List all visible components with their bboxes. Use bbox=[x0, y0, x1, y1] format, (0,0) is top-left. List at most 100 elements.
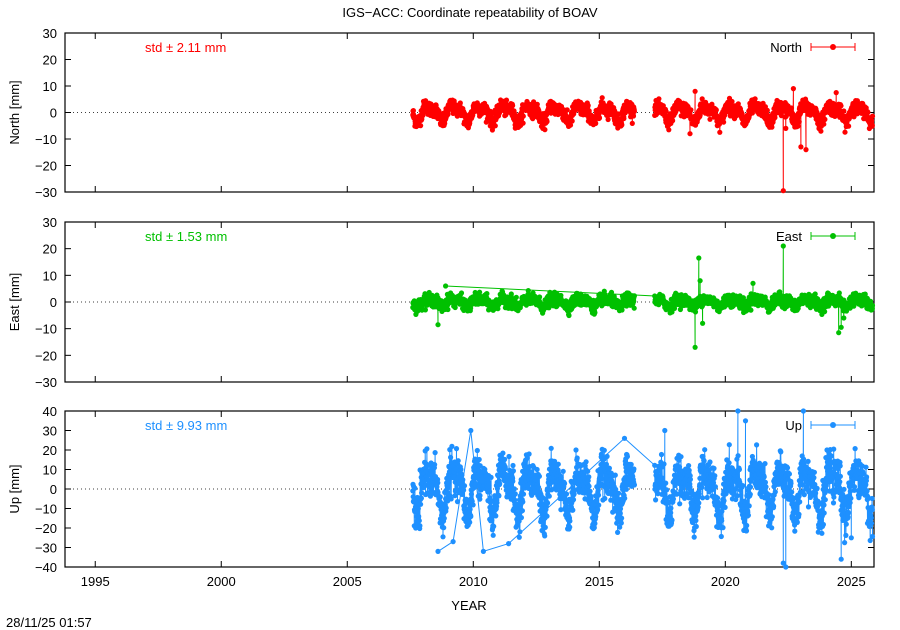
data-point bbox=[729, 98, 735, 105]
data-point bbox=[692, 88, 698, 94]
data-point bbox=[542, 524, 548, 531]
y-tick-label: −40 bbox=[35, 560, 57, 575]
data-point bbox=[435, 480, 441, 486]
data-point bbox=[412, 485, 418, 491]
data-point bbox=[836, 330, 842, 336]
data-point bbox=[670, 118, 676, 124]
data-point bbox=[488, 474, 494, 480]
data-point bbox=[468, 491, 474, 497]
y-tick-label: 40 bbox=[43, 404, 57, 419]
data-point bbox=[769, 124, 775, 130]
data-point bbox=[536, 473, 543, 479]
data-point bbox=[518, 515, 525, 521]
data-point bbox=[437, 494, 443, 500]
data-point bbox=[790, 86, 797, 92]
data-point bbox=[764, 107, 770, 113]
data-point bbox=[696, 255, 702, 261]
y-tick-label: −20 bbox=[35, 159, 57, 174]
y-tick-label: −20 bbox=[35, 348, 57, 363]
data-point bbox=[468, 513, 474, 520]
y-tick-label: 10 bbox=[43, 463, 57, 478]
data-point bbox=[418, 123, 424, 129]
data-point bbox=[500, 450, 506, 456]
y-tick-label: −10 bbox=[35, 502, 57, 517]
data-point bbox=[506, 453, 512, 460]
data-point bbox=[780, 188, 786, 194]
data-point bbox=[517, 529, 523, 535]
data-point bbox=[520, 499, 526, 505]
data-point bbox=[420, 112, 426, 118]
data-point bbox=[838, 103, 844, 109]
y-tick-label: 20 bbox=[43, 443, 57, 458]
data-point bbox=[452, 493, 458, 499]
data-point bbox=[520, 491, 527, 497]
y-tick-label: 0 bbox=[50, 295, 57, 310]
data-point bbox=[513, 294, 519, 300]
x-tick-label: 2010 bbox=[459, 574, 488, 589]
data-point bbox=[599, 95, 605, 101]
data-point bbox=[458, 290, 465, 296]
data-point bbox=[512, 491, 518, 497]
legend-marker bbox=[830, 44, 836, 50]
data-point bbox=[605, 116, 611, 123]
data-point bbox=[526, 451, 532, 457]
data-point bbox=[486, 482, 492, 489]
std-label: std ± 2.11 mm bbox=[145, 40, 226, 55]
data-point bbox=[496, 493, 502, 499]
y-axis-label: Up [mm] bbox=[7, 464, 22, 513]
data-point bbox=[841, 315, 847, 321]
data-point bbox=[821, 121, 827, 127]
x-tick-label: 2005 bbox=[333, 574, 362, 589]
data-point bbox=[803, 147, 809, 153]
data-point bbox=[663, 108, 669, 114]
data-point bbox=[493, 513, 499, 519]
data-point bbox=[519, 508, 526, 514]
data-point bbox=[666, 127, 672, 133]
y-tick-label: 10 bbox=[43, 268, 57, 283]
data-point bbox=[700, 320, 706, 326]
data-point bbox=[631, 108, 638, 114]
legend-label: North bbox=[770, 40, 802, 55]
data-point bbox=[453, 446, 460, 452]
legend-label: East bbox=[776, 229, 802, 244]
data-point bbox=[477, 492, 483, 499]
data-point bbox=[869, 302, 876, 309]
y-tick-label: 30 bbox=[43, 215, 57, 230]
data-point bbox=[510, 462, 516, 469]
data-point bbox=[448, 454, 454, 460]
y-tick-label: −30 bbox=[35, 541, 57, 556]
data-point bbox=[569, 118, 575, 124]
data-point bbox=[542, 533, 548, 539]
data-point bbox=[516, 534, 522, 540]
data-point bbox=[484, 291, 490, 297]
data-point bbox=[818, 128, 824, 134]
data-point bbox=[432, 450, 438, 456]
legend-marker bbox=[830, 233, 836, 239]
data-point bbox=[842, 129, 848, 135]
data-point bbox=[631, 293, 638, 299]
data-point bbox=[460, 477, 466, 483]
data-point bbox=[452, 304, 458, 311]
data-point bbox=[537, 294, 543, 300]
data-point bbox=[503, 97, 510, 103]
data-point bbox=[822, 116, 828, 122]
data-point bbox=[788, 105, 795, 111]
data-point bbox=[492, 123, 498, 129]
data-point bbox=[619, 122, 625, 128]
data-point bbox=[593, 120, 599, 126]
y-tick-label: −10 bbox=[35, 132, 57, 147]
data-point bbox=[497, 481, 503, 487]
data-point bbox=[459, 472, 465, 478]
data-point bbox=[416, 513, 422, 519]
data-point bbox=[467, 506, 473, 512]
data-point bbox=[416, 518, 422, 524]
data-point bbox=[441, 525, 447, 531]
data-point bbox=[509, 103, 516, 109]
y-tick-label: 0 bbox=[50, 482, 57, 497]
data-point bbox=[748, 307, 754, 313]
data-point bbox=[476, 456, 482, 463]
y-tick-label: −10 bbox=[35, 322, 57, 337]
data-point bbox=[780, 243, 786, 249]
